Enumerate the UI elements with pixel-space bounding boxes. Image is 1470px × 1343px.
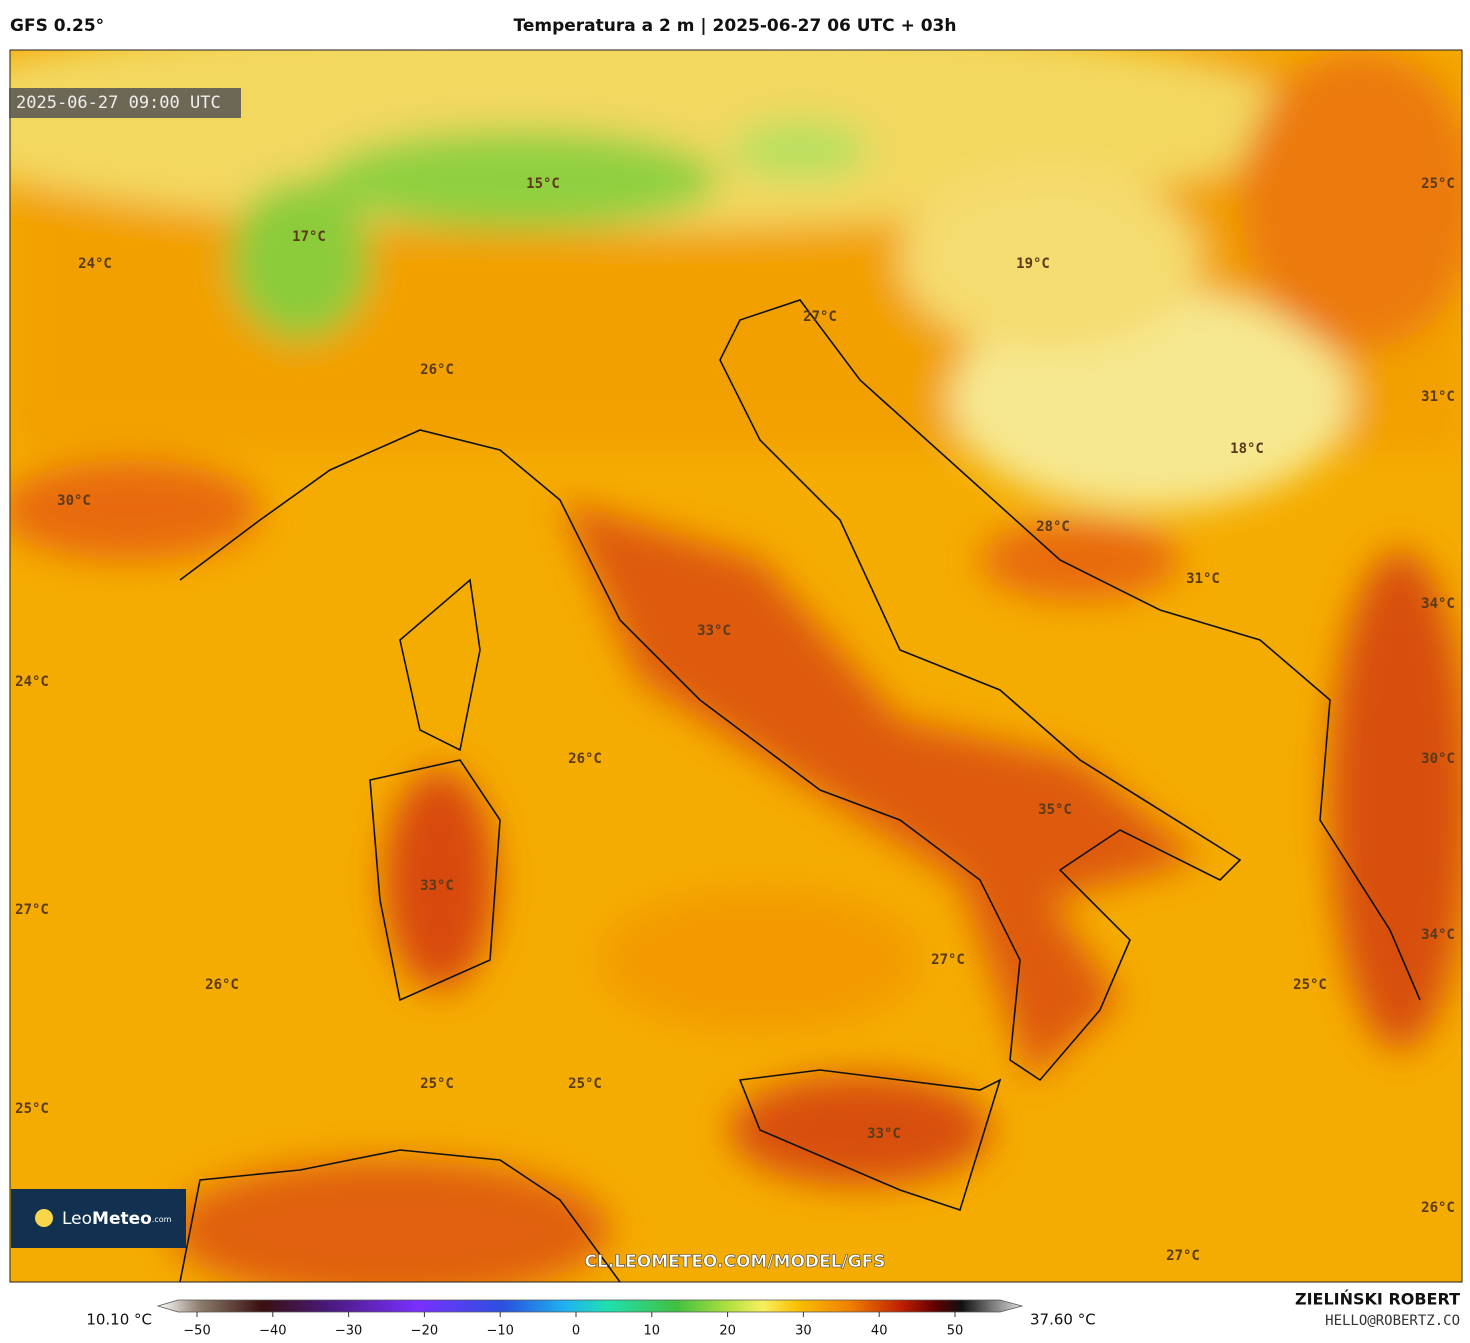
temperature-label: 25°C <box>1293 977 1327 993</box>
coastlines <box>179 299 1421 1282</box>
temperature-field <box>10 50 1462 1282</box>
temperature-label: 31°C <box>1186 571 1220 587</box>
temperature-label: 24°C <box>78 256 112 272</box>
temperature-label: 15°C <box>526 176 560 192</box>
temperature-label: 19°C <box>1016 256 1050 272</box>
temperature-label: 17°C <box>292 229 326 245</box>
temperature-label: 28°C <box>1036 519 1070 535</box>
logo-light: Leo <box>62 1209 92 1229</box>
model-name: GFS 0.25° <box>10 16 104 36</box>
temperature-label: 30°C <box>57 493 91 509</box>
colorbar-tick-label: −20 <box>411 1324 438 1339</box>
colorbar-tick-label: −50 <box>183 1324 210 1339</box>
temperature-label: 33°C <box>420 878 454 894</box>
valid-time: 2025-06-27 09:00 UTC <box>16 93 221 113</box>
colorbar-tick-label: −30 <box>335 1324 362 1339</box>
credit-email: HELLO@ROBERTZ.CO <box>1325 1313 1460 1329</box>
colorbar-tick-label: −40 <box>259 1324 286 1339</box>
temperature-label: 26°C <box>420 362 454 378</box>
temperature-label: 35°C <box>1038 802 1072 818</box>
map-labels: 15°C 17°C 24°C 27°C 19°C 25°C 26°C 31°C 18°C 30°C… <box>15 176 1455 1264</box>
temperature-label: 27°C <box>1166 1248 1200 1264</box>
temperature-label: 34°C <box>1421 927 1455 943</box>
map <box>10 50 1462 1282</box>
temperature-label: 26°C <box>568 751 602 767</box>
temperature-label: 25°C <box>15 1101 49 1117</box>
colorbar-tick-label: 30 <box>795 1324 812 1339</box>
temperature-label: 26°C <box>1421 1200 1455 1216</box>
colorbar-tick-label: 50 <box>947 1324 964 1339</box>
colorbar-max: 37.60 °C <box>1030 1311 1096 1329</box>
temperature-label: 27°C <box>931 952 965 968</box>
colorbar <box>156 1299 1024 1313</box>
logo-sun <box>35 1209 53 1227</box>
temperature-label: 33°C <box>867 1126 901 1142</box>
time-box <box>9 88 241 118</box>
temperature-label: 18°C <box>1230 441 1264 457</box>
temperature-label: 27°C <box>803 309 837 325</box>
logo-bold: Meteo <box>92 1209 152 1229</box>
colorbar-tick-label: 10 <box>644 1324 661 1339</box>
colorbar-tick-label: −10 <box>486 1324 513 1339</box>
temperature-label: 31°C <box>1421 389 1455 405</box>
temperature-label: 25°C <box>568 1076 602 1092</box>
temperature-label: 25°C <box>420 1076 454 1092</box>
temperature-label: 26°C <box>205 977 239 993</box>
colorbar-min: 10.10 °C <box>86 1311 152 1329</box>
temperature-label: 34°C <box>1421 596 1455 612</box>
colorbar-ticks: −50 −40 −30 −20 −10 0 10 20 30 40 50 <box>183 1312 963 1339</box>
temperature-label: 33°C <box>697 623 731 639</box>
colorbar-tick-label: 40 <box>871 1324 888 1339</box>
temperature-label: 24°C <box>15 674 49 690</box>
temperature-label: 30°C <box>1421 751 1455 767</box>
temperature-label: 27°C <box>15 902 49 918</box>
credit-author: ZIELIŃSKI ROBERT <box>1295 1290 1460 1309</box>
map-title: Temperatura a 2 m | 2025-06-27 06 UTC + … <box>514 16 957 36</box>
logo-suffix: .com <box>152 1215 172 1224</box>
colorbar-tick-label: 20 <box>719 1324 736 1339</box>
colorbar-tick-label: 0 <box>572 1324 580 1339</box>
logo: LeoMeteo.com <box>62 1209 172 1229</box>
map-frame <box>9 49 1463 1283</box>
watermark: CL.LEOMETEO.COM/MODEL/GFS <box>585 1252 886 1272</box>
temperature-label: 25°C <box>1421 176 1455 192</box>
